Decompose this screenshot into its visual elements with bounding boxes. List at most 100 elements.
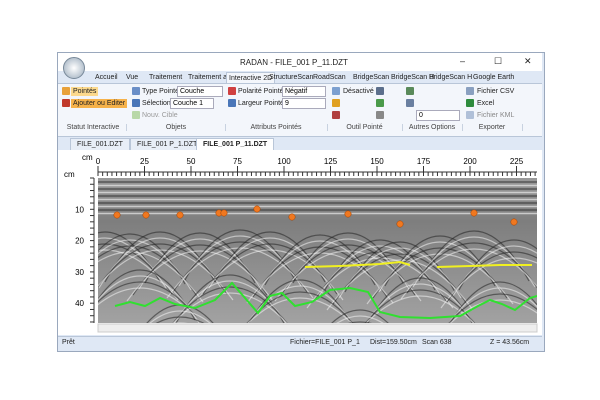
dropdown[interactable]: 9	[282, 98, 326, 109]
hyperbola	[98, 243, 228, 295]
hyperbola	[247, 297, 353, 323]
export-csv[interactable]: Fichier CSV	[477, 88, 515, 95]
hyperbola	[246, 285, 354, 323]
hyperbola	[98, 237, 222, 289]
hyperbola	[332, 253, 468, 305]
ribbon-tab[interactable]: Google Earth	[473, 74, 515, 81]
hyperbola	[252, 246, 388, 298]
document-tab[interactable]: FILE_001 P_11.DZT	[196, 138, 275, 150]
hyperbola	[202, 243, 338, 295]
hyperbola	[126, 250, 274, 302]
dropdown[interactable]: Négatif	[282, 86, 326, 97]
ribbon-group-label: Outil Pointé	[327, 124, 403, 131]
picked-point	[510, 218, 518, 226]
button-disabled[interactable]: Nouv. Cible	[142, 112, 178, 119]
hyperbola	[336, 315, 384, 323]
ribbon-tab[interactable]: BridgeScan H	[391, 74, 435, 81]
hyperbola	[280, 244, 416, 296]
yellow-layer	[304, 260, 411, 268]
hyperbola	[149, 310, 211, 323]
label: Type Pointé	[142, 88, 179, 95]
ribbon-tab[interactable]: Traitement	[149, 74, 183, 81]
hyperbola	[348, 321, 372, 323]
picked-point	[396, 220, 404, 228]
ribbon-tab[interactable]: Vue	[126, 74, 139, 81]
hyperbola	[98, 237, 167, 289]
minimize-button[interactable]: –	[460, 56, 466, 66]
scrollbar[interactable]	[97, 323, 538, 333]
hyperbola	[98, 249, 179, 301]
x-tick-label: 100	[277, 157, 291, 166]
hyperbola	[178, 235, 302, 287]
icon	[332, 99, 340, 107]
icon	[332, 87, 340, 95]
icon	[332, 111, 340, 119]
ribbon-tab[interactable]: BridgeScan H	[429, 74, 473, 81]
ribbon-group-label: Objets	[127, 124, 226, 131]
y-tick-label: 10	[75, 205, 84, 214]
y-tick-label: 40	[75, 299, 84, 308]
ribbon-tab[interactable]: Interactive 2D	[226, 72, 276, 84]
export-kml[interactable]: Fichier KML	[477, 112, 515, 119]
ribbon-tab[interactable]: Accueil	[95, 74, 118, 81]
ribbon-tab[interactable]: BridgeScan	[353, 74, 390, 81]
dropdown[interactable]: 0	[416, 110, 460, 121]
dropdown[interactable]: Couche 1	[170, 98, 214, 109]
hyperbola	[440, 257, 537, 309]
ribbon-tab[interactable]: Traitement av	[188, 74, 231, 81]
x-tick-label: 0	[96, 157, 101, 166]
hyperbola	[286, 238, 410, 290]
app-icon[interactable]	[63, 57, 85, 79]
hyperbola	[274, 250, 422, 302]
icon	[132, 87, 140, 95]
x-tick-label: 25	[140, 157, 149, 166]
hyperbola	[364, 289, 476, 323]
x-unit: cm	[82, 153, 93, 162]
desactive-button[interactable]: Désactivé	[343, 88, 374, 95]
status-scan: Scan 638	[422, 339, 452, 346]
dropdown[interactable]: Couche	[177, 86, 223, 97]
picked-point	[176, 211, 184, 219]
x-tick-label: 125	[324, 157, 338, 166]
x-tick-label: 175	[417, 157, 431, 166]
hyperbola	[448, 293, 537, 323]
icon	[466, 87, 474, 95]
icon	[62, 99, 70, 107]
hyperbola	[132, 244, 268, 296]
ribbon-group-label: Exporter	[462, 124, 523, 131]
hyperbola	[98, 281, 202, 323]
picked-point	[113, 211, 121, 219]
pointes-button[interactable]: Pointés	[71, 87, 99, 96]
hyperbola	[98, 287, 202, 323]
hyperbola	[138, 238, 262, 290]
ribbon-group-label: Attributs Pointés	[225, 124, 328, 131]
ribbon-tab[interactable]: StructureScan	[269, 74, 314, 81]
status-bar	[58, 336, 542, 350]
ajouter-button[interactable]: Ajouter ou Editer	[71, 99, 128, 108]
document-tab[interactable]: FILE_001.DZT	[70, 138, 130, 150]
maximize-button[interactable]: ☐	[494, 56, 503, 66]
x-tick-label: 200	[463, 157, 477, 166]
hyperbola	[155, 316, 205, 323]
hyperbola	[331, 309, 389, 323]
picked-point	[142, 211, 150, 219]
export-excel[interactable]: Excel	[477, 100, 495, 107]
hyperbola	[318, 245, 442, 297]
hyperbola	[452, 245, 537, 297]
label: Sélection	[142, 100, 171, 107]
icon	[132, 99, 140, 107]
hyperbola	[365, 295, 475, 323]
hyperbola	[172, 292, 288, 323]
y-unit: cm	[64, 170, 75, 179]
x-tick-label: 75	[233, 157, 242, 166]
ribbon-tab[interactable]: RoadScan	[313, 74, 346, 81]
x-tick-label: 225	[510, 157, 524, 166]
status-z: Z = 43.56cm	[490, 339, 530, 346]
hyperbola	[172, 241, 308, 293]
hyperbola	[98, 239, 192, 291]
hyperbola	[378, 241, 502, 293]
icon	[376, 111, 384, 119]
close-button[interactable]: ✕	[524, 56, 532, 66]
hyperbola	[406, 242, 537, 294]
x-tick-label: 50	[187, 157, 196, 166]
